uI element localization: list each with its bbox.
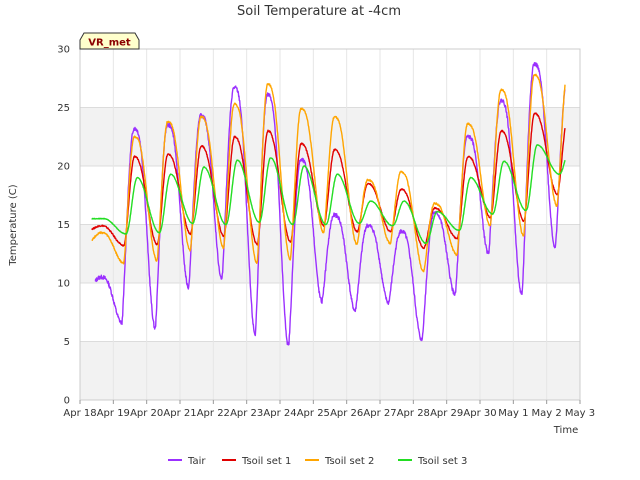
plot-band — [80, 341, 580, 400]
station-badge: VR_met — [79, 32, 140, 50]
x-tick-label: Apr 27 — [363, 408, 396, 419]
x-tick-label: Apr 18 — [63, 408, 96, 419]
x-ticks: Apr 18 Apr 19 Apr 20 Apr 21 Apr 22 Apr 23 Apr … — [63, 400, 595, 419]
series-line-tair — [94, 62, 566, 346]
series-group — [91, 62, 566, 346]
y-tick-label: 15 — [57, 220, 70, 231]
series-line-tsoil-set-3 — [91, 144, 566, 244]
x-tick-label: Apr 19 — [97, 408, 130, 419]
x-tick-label: Apr 20 — [130, 408, 163, 419]
axes — [79, 48, 581, 401]
legend: Tair Tsoil set 1 Tsoil set 2 Tsoil set 3 — [168, 456, 467, 467]
y-ticks: 0 5 10 15 20 25 30 — [57, 45, 70, 407]
legend-label: Tsoil set 2 — [324, 456, 374, 467]
station-badge-box — [79, 32, 140, 50]
x-tick-label: Apr 25 — [297, 408, 330, 419]
legend-label: Tsoil set 1 — [241, 456, 291, 467]
x-tick-label: Apr 24 — [263, 408, 296, 419]
x-tick-label: Apr 28 — [397, 408, 430, 419]
y-tick-label: 30 — [57, 45, 70, 56]
chart-title: Soil Temperature at -4cm — [237, 4, 401, 19]
y-tick-label: 25 — [57, 103, 70, 114]
x-tick-label: May 1 — [498, 408, 528, 419]
legend-label: Tsoil set 3 — [417, 456, 467, 467]
legend-label: Tair — [187, 456, 206, 467]
plot-frame — [79, 48, 581, 401]
x-tick-label: May 3 — [565, 408, 595, 419]
x-tick-label: Apr 21 — [163, 408, 196, 419]
y-tick-label: 5 — [64, 337, 70, 348]
series-line-tsoil-set-2 — [91, 73, 566, 273]
y-tick-label: 0 — [64, 396, 70, 407]
x-tick-label: Apr 22 — [197, 408, 230, 419]
x-tick-label: May 2 — [532, 408, 562, 419]
x-tick-label: Apr 29 — [430, 408, 463, 419]
y-axis-label: Temperature (C) — [8, 184, 19, 266]
x-tick-label: Apr 30 — [463, 408, 496, 419]
y-tick-label: 10 — [57, 279, 70, 290]
station-badge-label: VR_met — [88, 38, 131, 49]
x-tick-label: Apr 23 — [230, 408, 263, 419]
x-tick-label: Apr 26 — [330, 408, 363, 419]
x-axis-label: Time — [553, 425, 578, 436]
y-tick-label: 20 — [57, 162, 70, 173]
